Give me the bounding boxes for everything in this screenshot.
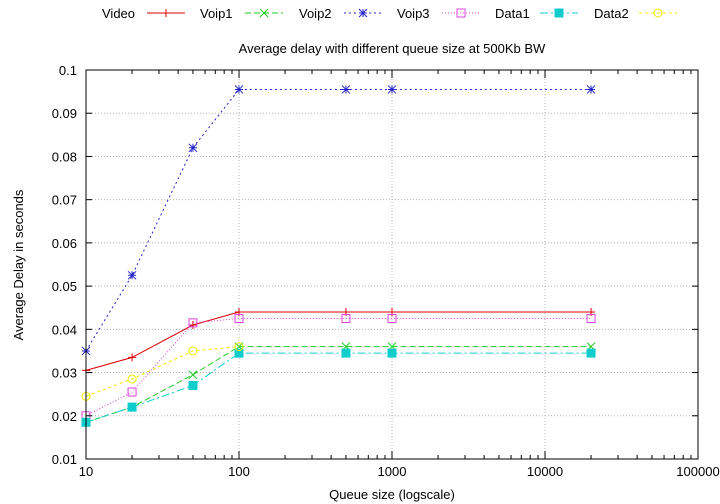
data-point	[188, 318, 198, 328]
data-point	[127, 387, 137, 397]
legend-swatch-marker	[456, 8, 466, 18]
data-point	[127, 374, 137, 384]
legend-item-voip1: Voip1	[200, 6, 283, 21]
data-point	[234, 342, 244, 352]
legend-item-voip3: Voip3	[397, 6, 480, 21]
y-tick-label: 0.1	[59, 63, 77, 78]
y-tick-label: 0.01	[52, 452, 77, 467]
legend-label: Data2	[594, 6, 629, 21]
legend-swatch-marker	[259, 8, 269, 18]
data-point	[234, 314, 244, 324]
y-tick-label: 0.07	[52, 193, 77, 208]
axis-ticks: 0.01 0.02 0.03 0.04 0.05 0.06 0.07 0.08 0.09 0.1 1…	[52, 63, 720, 479]
y-tick-label: 0.06	[52, 236, 77, 251]
series-voip2	[81, 85, 596, 356]
data-point	[127, 402, 137, 412]
data-point	[234, 348, 244, 358]
grid	[86, 70, 698, 459]
y-tick-label: 0.02	[52, 409, 77, 424]
data-point	[188, 346, 198, 356]
data-point	[387, 85, 397, 94]
legend: Video Voip1 Voip2 Voip3 Data1 Data2	[102, 6, 677, 21]
x-tick-label: 10000	[527, 464, 563, 479]
series-line	[85, 346, 592, 423]
data-point	[586, 85, 596, 94]
legend-swatch-marker	[358, 8, 368, 18]
data-point	[387, 314, 397, 324]
y-tick-label: 0.05	[52, 279, 77, 294]
legend-item-data1: Data1	[495, 6, 578, 21]
series-line	[85, 311, 592, 371]
series-voip3	[81, 314, 596, 421]
x-axis-label: Queue size (logscale)	[329, 487, 455, 502]
data-point	[188, 321, 197, 330]
legend-label: Voip2	[299, 6, 332, 21]
legend-label: Video	[102, 6, 135, 21]
legend-item-data2: Data2	[594, 6, 677, 21]
series-voip1	[81, 342, 596, 427]
legend-swatch-marker	[653, 8, 663, 18]
series-line	[85, 346, 240, 397]
data-point	[341, 314, 351, 324]
data-point	[188, 143, 198, 153]
data-point	[387, 348, 397, 358]
series-line	[85, 352, 592, 423]
data-point	[234, 85, 244, 94]
legend-label: Data1	[495, 6, 530, 21]
data-point	[341, 348, 351, 358]
x-tick-label: 100000	[676, 464, 719, 479]
x-tick-label: 10	[79, 464, 93, 479]
y-tick-label: 0.08	[52, 149, 77, 164]
data-point	[128, 353, 137, 362]
y-tick-label: 0.09	[52, 106, 77, 121]
legend-swatch-marker	[162, 9, 170, 17]
y-tick-label: 0.04	[52, 322, 77, 337]
data-point	[188, 370, 198, 380]
data-point	[188, 381, 198, 391]
data-point	[127, 270, 137, 280]
x-tick-label: 100	[228, 464, 250, 479]
series-data1	[81, 348, 596, 427]
legend-swatch-marker	[554, 8, 564, 18]
series-data2	[81, 342, 244, 401]
legend-item-voip2: Voip2	[299, 6, 382, 21]
y-tick-label: 0.03	[52, 366, 77, 381]
data-point	[586, 348, 596, 358]
legend-label: Voip3	[397, 6, 430, 21]
chart-title: Average delay with different queue size …	[239, 41, 546, 56]
data-point	[586, 314, 596, 324]
data-point	[341, 85, 351, 94]
x-tick-label: 1000	[378, 464, 407, 479]
series-layer	[81, 85, 596, 427]
legend-label: Voip1	[200, 6, 233, 21]
legend-item-video: Video	[102, 6, 185, 21]
series-line	[85, 318, 592, 417]
series-video	[82, 308, 596, 375]
y-axis-label: Average Delay in seconds	[11, 189, 26, 340]
